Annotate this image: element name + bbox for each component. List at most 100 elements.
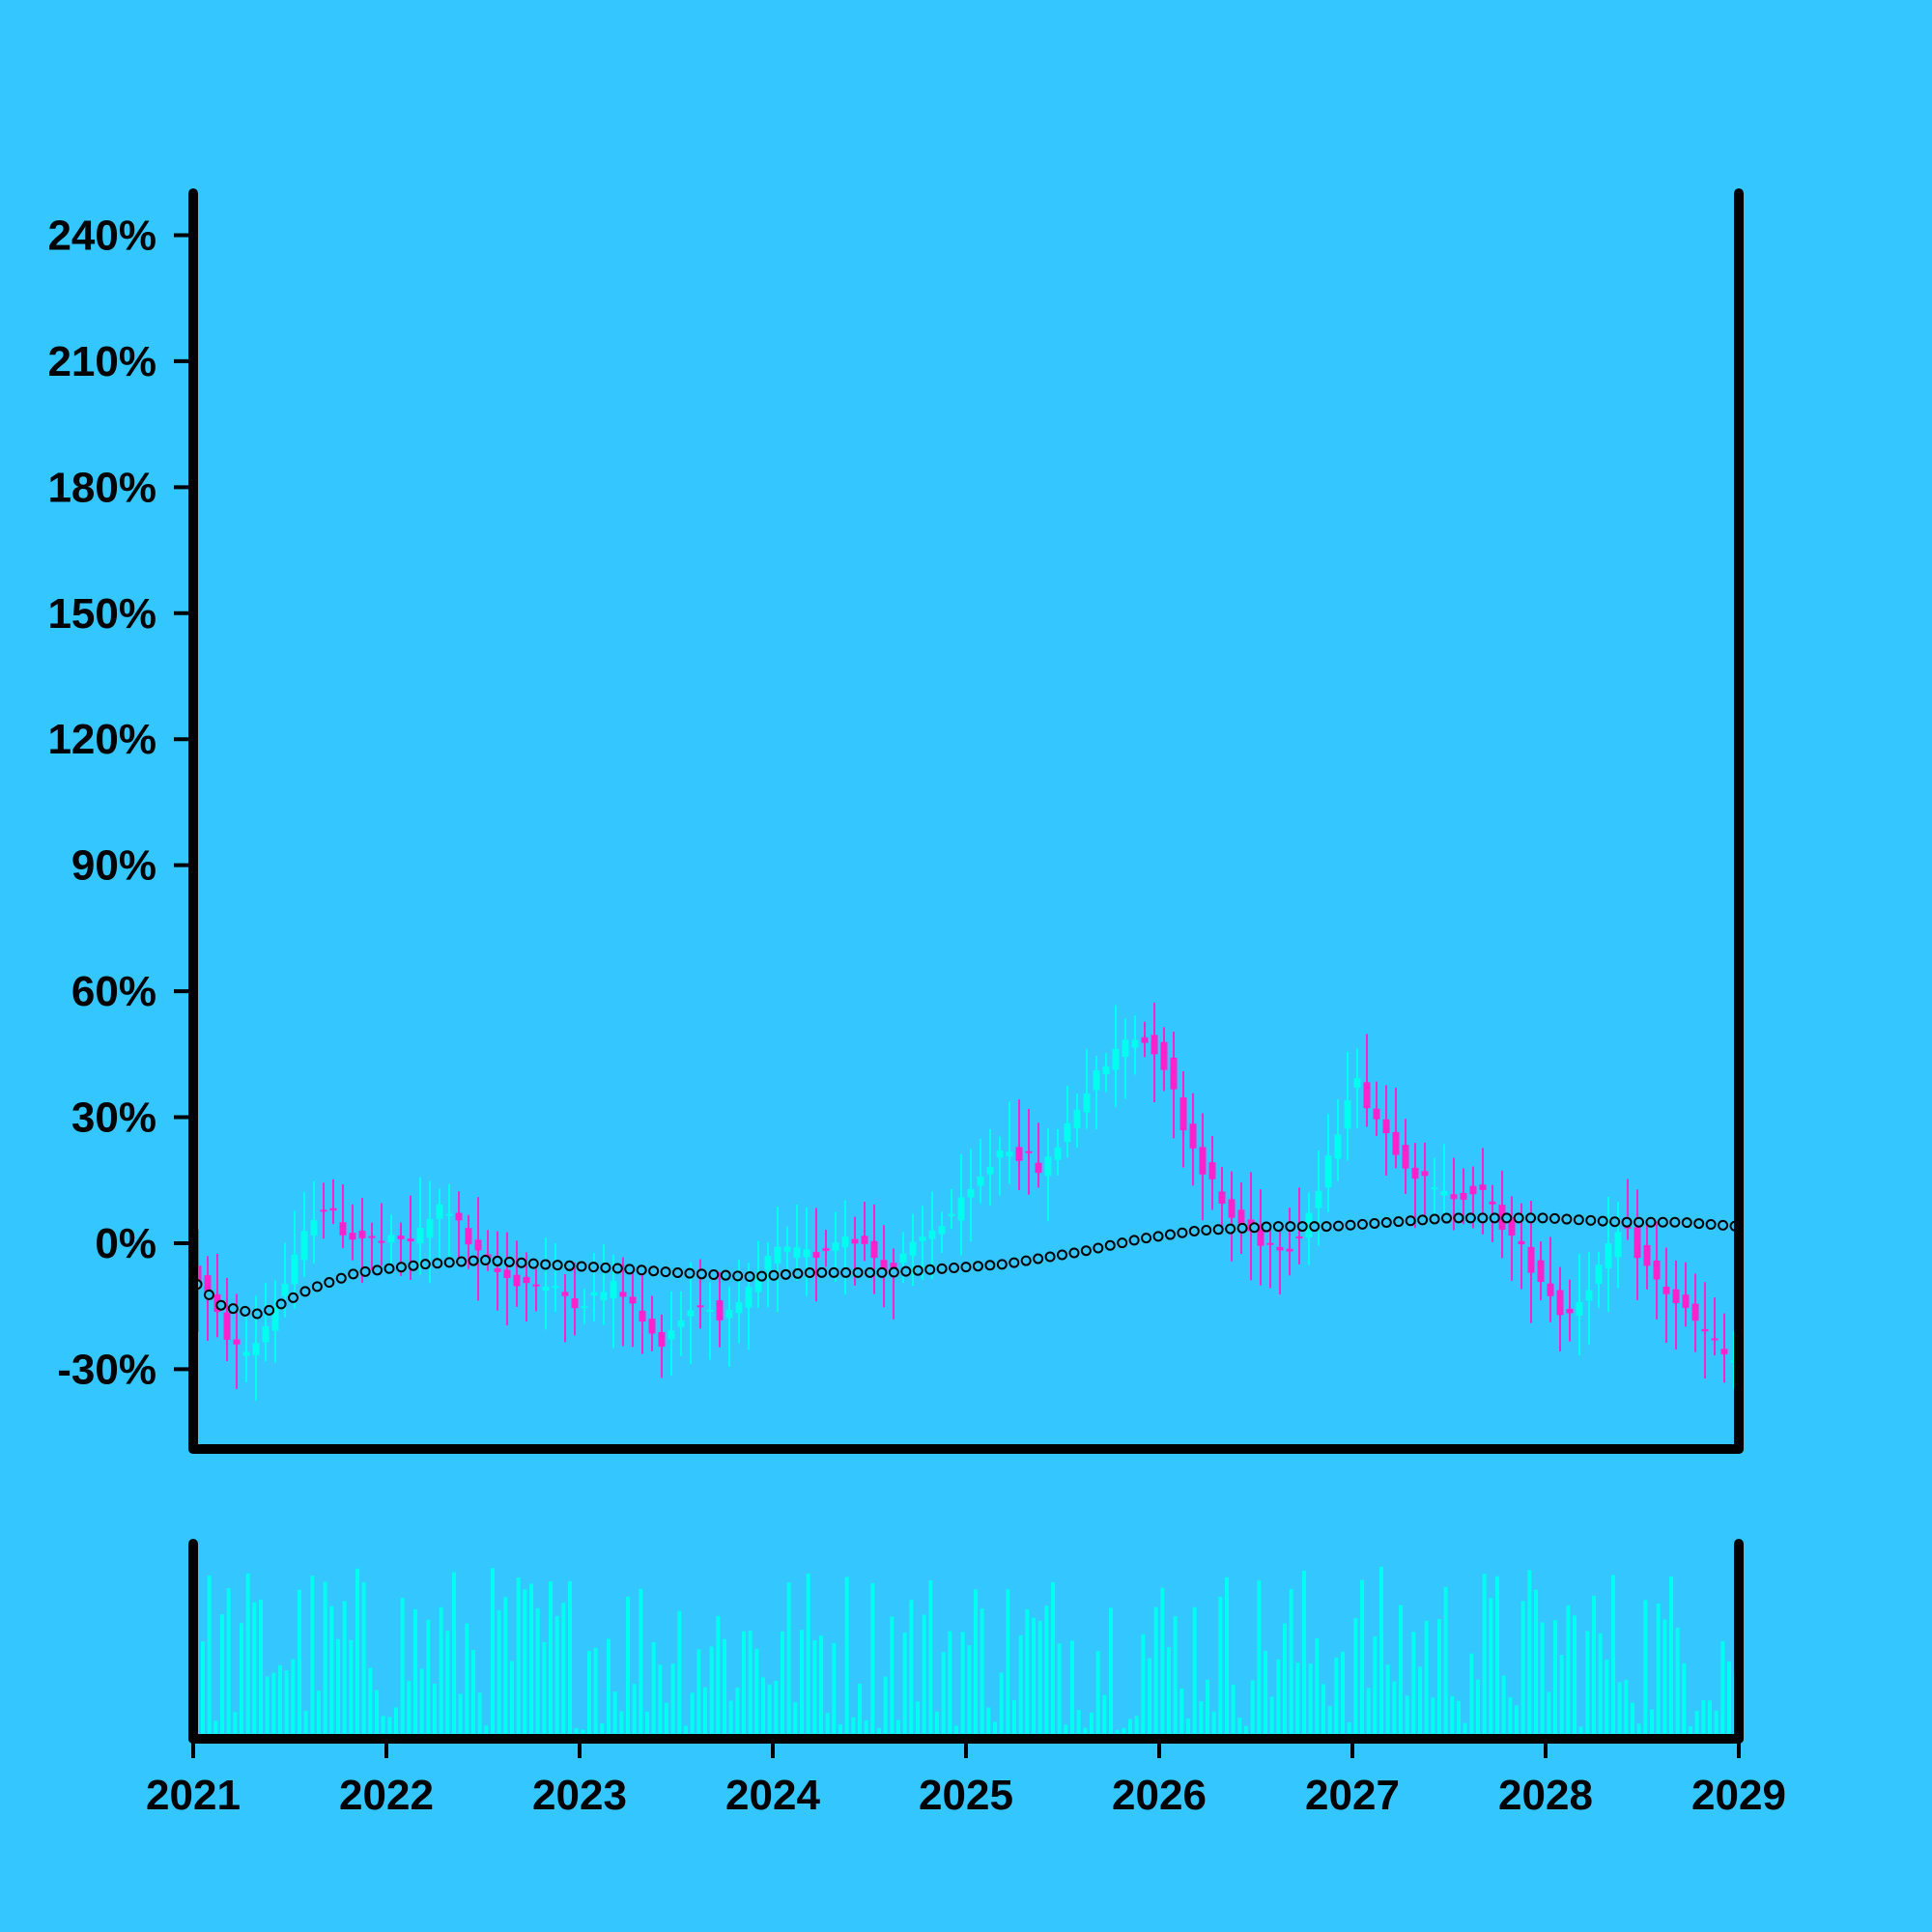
volume-bar (439, 1606, 443, 1739)
candle-body (1218, 1191, 1226, 1204)
trend-point (1296, 1221, 1308, 1233)
trend-point (264, 1304, 275, 1316)
volume-bar (632, 1684, 637, 1739)
volume-bar (806, 1573, 810, 1739)
volume-bar (1064, 1724, 1068, 1739)
volume-bar (1578, 1726, 1583, 1739)
candle-body (1662, 1286, 1670, 1294)
volume-bar (523, 1589, 527, 1739)
trend-point (984, 1260, 996, 1271)
volume-bar (1592, 1595, 1596, 1739)
candle-body (754, 1274, 762, 1293)
volume-bar (1257, 1580, 1262, 1739)
candle-body (1257, 1224, 1264, 1246)
volume-bar (851, 1717, 856, 1739)
candle-body (1643, 1244, 1651, 1266)
volume-bar (684, 1725, 688, 1739)
volume-bar (568, 1580, 572, 1739)
trend-point (1080, 1245, 1092, 1257)
volume-bar (303, 1711, 308, 1739)
candle-body (300, 1231, 308, 1261)
trend-point (900, 1265, 912, 1277)
volume-bar (1025, 1608, 1030, 1739)
volume-bar (387, 1717, 392, 1739)
trend-point (335, 1272, 347, 1284)
volume-bar (542, 1641, 547, 1739)
trend-point (1657, 1216, 1668, 1228)
candle-body (1064, 1122, 1071, 1143)
candle-body (320, 1209, 327, 1212)
volume-bar (1624, 1680, 1629, 1739)
trend-point (756, 1270, 768, 1282)
volume-bar (890, 1616, 895, 1739)
volume-bar (748, 1630, 753, 1739)
candle-body (571, 1298, 579, 1309)
trend-point (443, 1257, 455, 1268)
candle-body (1353, 1078, 1361, 1088)
candle-body (1286, 1248, 1293, 1252)
candle-body (1093, 1069, 1100, 1091)
trend-line-layer (191, 1212, 1741, 1320)
trend-point (1093, 1242, 1104, 1254)
trend-point (1321, 1221, 1332, 1233)
trend-point (960, 1262, 972, 1273)
volume-bar (1360, 1579, 1364, 1739)
volume-bar (1283, 1623, 1287, 1739)
trend-point (299, 1286, 311, 1297)
trend-point (227, 1303, 239, 1315)
trend-point (1261, 1221, 1272, 1233)
volume-bar (1476, 1679, 1480, 1739)
y-tick-label: 60% (71, 968, 156, 1015)
volume-bar (1199, 1701, 1204, 1739)
volume-bar (1636, 1723, 1641, 1739)
volume-bar (1057, 1643, 1062, 1739)
candle-body (841, 1236, 849, 1248)
candle-body (1691, 1303, 1699, 1321)
volume-bar (1611, 1575, 1615, 1739)
volume-bar (1012, 1699, 1016, 1739)
candle-body (861, 1236, 868, 1244)
volume-bar (767, 1684, 772, 1739)
candle-body (1160, 1041, 1168, 1070)
candle-body (783, 1246, 791, 1252)
volume-bar (1399, 1605, 1403, 1739)
volume-bar (600, 1723, 605, 1739)
trend-point (936, 1263, 948, 1274)
volume-bar (1689, 1726, 1692, 1739)
volume-bar (612, 1691, 617, 1739)
volume-bar (844, 1577, 849, 1739)
trend-point (564, 1260, 576, 1271)
volume-bar (1231, 1684, 1236, 1739)
candle-body (1421, 1171, 1429, 1177)
volume-bar (754, 1648, 759, 1739)
trend-point (288, 1292, 298, 1303)
candle-body (1460, 1192, 1467, 1200)
trend-point (1356, 1218, 1368, 1230)
candle-body (1044, 1156, 1052, 1177)
volume-bar (1321, 1684, 1325, 1739)
trend-point (1525, 1212, 1537, 1224)
candle-body (977, 1177, 984, 1186)
volume-bar (781, 1631, 784, 1739)
candle-body (581, 1306, 588, 1309)
candle-body (1624, 1226, 1632, 1229)
trend-point (359, 1265, 371, 1277)
candle-body (523, 1276, 530, 1284)
trend-point (1464, 1212, 1476, 1224)
trend-point (780, 1268, 791, 1280)
y-tick-label: 180% (47, 464, 156, 511)
candle-body (1179, 1097, 1187, 1131)
candle-body (1634, 1227, 1641, 1259)
volume-bar (1032, 1617, 1036, 1739)
volume-bar (696, 1649, 701, 1739)
candle-body (1315, 1191, 1322, 1208)
volume-bar (1405, 1695, 1409, 1739)
candle-body (532, 1284, 540, 1287)
volume-bar (323, 1581, 327, 1739)
volume-bar (291, 1659, 296, 1739)
volume-bar (883, 1676, 888, 1739)
candle-body (648, 1319, 656, 1334)
volume-bar (870, 1582, 875, 1739)
volume-bar (1714, 1710, 1719, 1739)
volume-bar (1302, 1571, 1306, 1739)
